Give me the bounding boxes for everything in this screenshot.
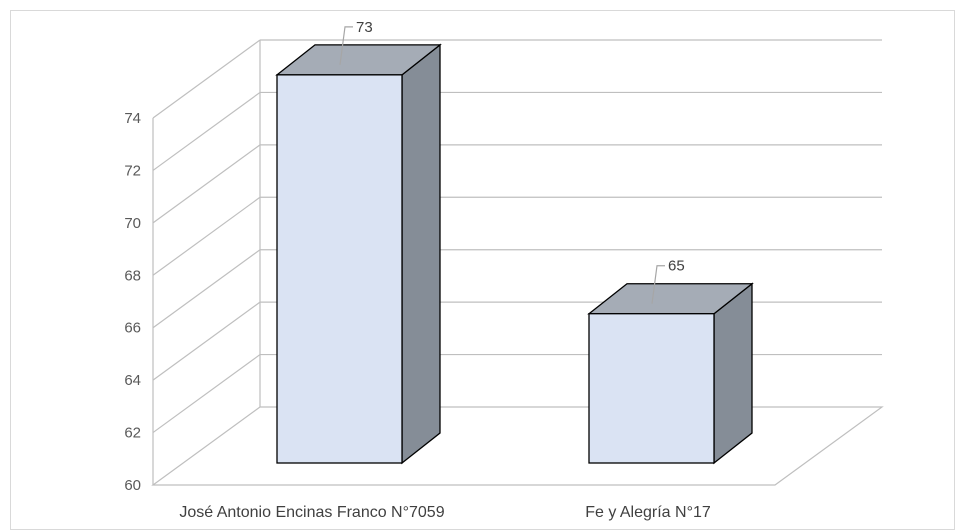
y-tick-label: 74 [124, 110, 141, 127]
gridlines [152, 39, 882, 434]
x-category-label: Fe y Alegría N°17 [585, 504, 711, 521]
y-axis-ticks: 60 62 64 66 68 70 72 74 [124, 110, 141, 494]
data-label-leader [651, 265, 665, 304]
data-label: 65 [668, 258, 685, 275]
y-tick-label: 72 [124, 162, 141, 179]
y-tick-label: 62 [124, 425, 141, 442]
y-tick-label: 64 [124, 372, 141, 389]
gridline-side [152, 301, 261, 381]
x-category-label: José Antonio Encinas Franco N°7059 [179, 504, 444, 521]
y-tick-label: 60 [124, 477, 141, 494]
y-tick-label: 66 [124, 320, 141, 337]
data-label-leader [339, 26, 353, 65]
bar-side [713, 282, 753, 465]
chart-floor [151, 406, 884, 486]
bar-front [276, 74, 403, 464]
data-label: 73 [356, 19, 373, 36]
gridline-side [152, 144, 261, 224]
bars [275, 43, 754, 465]
chart-walls [151, 40, 884, 486]
bar [587, 282, 754, 465]
gridline-side [152, 249, 261, 329]
y-tick-label: 68 [124, 267, 141, 284]
gridline-side [152, 39, 261, 119]
x-axis-categories: José Antonio Encinas Franco N°7059 Fe y A… [179, 504, 711, 521]
chart-frame [10, 10, 955, 530]
gridline-side [152, 91, 261, 171]
bar-front [588, 313, 715, 464]
y-tick-label: 70 [124, 215, 141, 232]
gridline-side [152, 196, 261, 276]
data-labels: 73 65 [339, 19, 685, 304]
gridline-side [152, 354, 261, 434]
bar [275, 43, 442, 465]
bar-side [401, 43, 441, 465]
